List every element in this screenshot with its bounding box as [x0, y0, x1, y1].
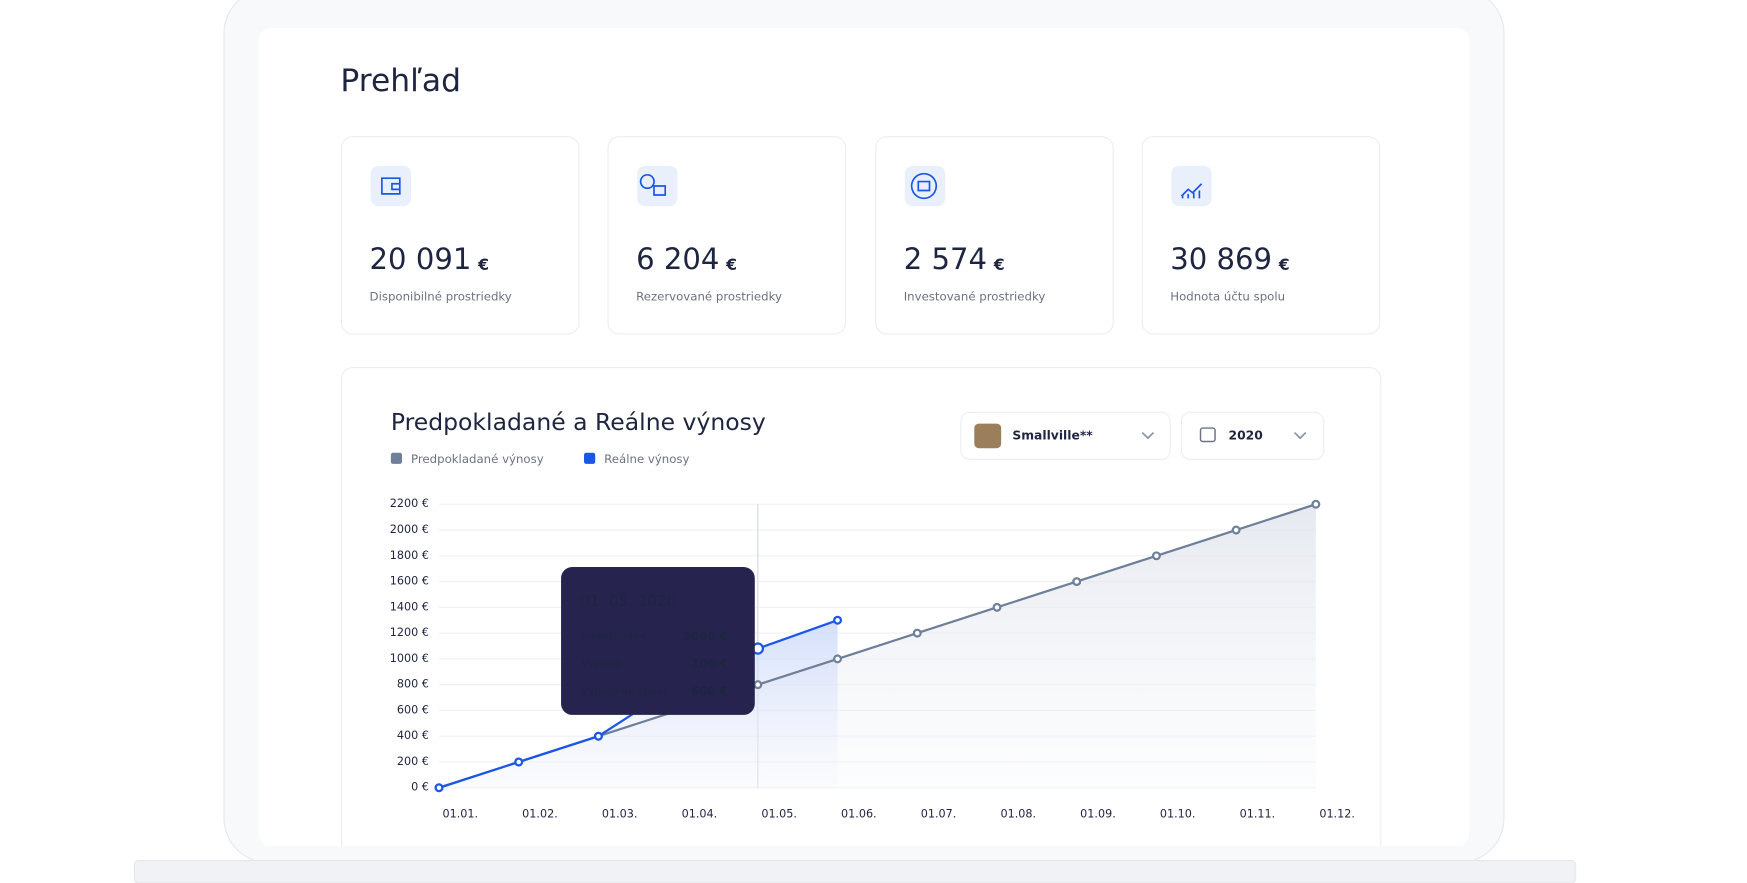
laptop-base [133, 860, 1577, 883]
chevron [1293, 431, 1307, 440]
x-tick-label: 01.03. [602, 808, 638, 821]
legend-label: Reálne výnosy [604, 452, 689, 466]
legend-swatch [584, 452, 596, 464]
y-tick-label: 1000 € [390, 652, 429, 665]
calendar-icon [1199, 427, 1216, 443]
y-tick-label: 1800 € [390, 549, 429, 562]
legend-swatch [390, 452, 403, 464]
card-currency: € [725, 255, 737, 274]
y-tick-label: 1200 € [390, 626, 429, 639]
x-tick-label: 01.02. [522, 808, 558, 821]
y-tick-label: 800 € [397, 678, 429, 691]
data-point [434, 783, 444, 793]
card-value: 20 091 [370, 242, 472, 276]
x-tick-label: 01.08. [1000, 808, 1036, 821]
card-icon [639, 173, 667, 196]
card-icon [910, 172, 938, 200]
x-tick-label: 01.05. [761, 808, 797, 821]
card-label: Investované prostriedky [904, 289, 1046, 303]
tooltip-label: Výplata [581, 657, 621, 670]
card-icon [381, 177, 401, 195]
x-tick-label: 01.01. [442, 808, 478, 821]
tooltip-value: 3000 € [683, 629, 728, 643]
y-tick-label: 1400 € [390, 600, 429, 613]
data-point [833, 615, 843, 625]
x-tick-label: 01.06. [841, 808, 877, 821]
page-title: Prehľad [340, 63, 461, 99]
tooltip [561, 567, 755, 715]
legend-label: Predpokladané výnosy [411, 452, 544, 466]
y-tick-label: 2200 € [390, 497, 429, 510]
card-currency: € [477, 255, 489, 274]
data-point [912, 628, 922, 638]
chevron [1141, 431, 1155, 440]
data-point [1072, 577, 1082, 587]
data-point [753, 680, 763, 690]
tooltip-date: 01. 05. 2020 [580, 592, 676, 610]
tooltip-label: Investované [581, 629, 646, 642]
tooltip-label: Vyplatené spolu [581, 684, 666, 697]
data-point [593, 731, 603, 741]
x-tick-label: 01.11. [1240, 808, 1276, 821]
data-point [1311, 499, 1321, 509]
data-point [833, 654, 843, 664]
data-point [514, 757, 524, 767]
plot: 0 € 200 € 400 € 600 € 800 € 1000 € 1200 € 1400 … [390, 452, 1355, 821]
card-label: Disponibilné prostriedky [370, 289, 512, 303]
card-label: Rezervované prostriedky [636, 289, 782, 303]
y-tick-label: 600 € [397, 703, 429, 716]
project-thumb [974, 423, 1002, 449]
card-icon-box [904, 165, 946, 207]
card-icon-box [1171, 165, 1212, 207]
project-select[interactable] [960, 411, 1171, 460]
card-value: 6 204 [636, 242, 719, 276]
x-tick-label: 01.10. [1160, 808, 1196, 821]
tooltip-value: 100 € [691, 656, 728, 670]
content: Prehľad 20 091 € Disponibilné prostriedky 6… [340, 63, 1382, 847]
y-tick-label: 0 € [411, 781, 429, 794]
card-value: 30 869 [1170, 242, 1272, 276]
year-select[interactable] [1180, 411, 1325, 460]
data-point [1231, 525, 1241, 535]
project-value: Smallville** [1012, 428, 1093, 442]
card-icon [1180, 183, 1203, 199]
x-tick-label: 01.09. [1080, 808, 1116, 821]
chart-title: Predpokladané a Reálne výnosy [391, 408, 766, 436]
card-currency: € [993, 255, 1005, 274]
y-tick-label: 400 € [397, 729, 429, 742]
cards: 20 091 € Disponibilné prostriedky 6 204 € Rez… [341, 136, 1381, 335]
card-icon-box [370, 165, 411, 207]
x-tick-label: 01.07. [921, 808, 957, 821]
data-point [992, 602, 1002, 612]
y-tick-label: 200 € [397, 755, 429, 768]
card-label: Hodnota účtu spolu [1170, 289, 1285, 303]
card-value: 2 574 [904, 242, 987, 276]
x-tick-label: 01.04. [682, 808, 718, 821]
x-tick-label: 01.12. [1319, 808, 1355, 821]
y-tick-label: 1600 € [390, 575, 429, 588]
year-value: 2020 [1228, 428, 1262, 442]
data-point [1151, 551, 1161, 561]
card-currency: € [1278, 255, 1290, 274]
tooltip-value: 600 € [691, 684, 728, 698]
y-tick-label: 2000 € [390, 523, 429, 536]
